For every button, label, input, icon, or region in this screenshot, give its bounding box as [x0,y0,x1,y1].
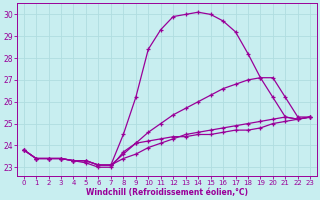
X-axis label: Windchill (Refroidissement éolien,°C): Windchill (Refroidissement éolien,°C) [86,188,248,197]
